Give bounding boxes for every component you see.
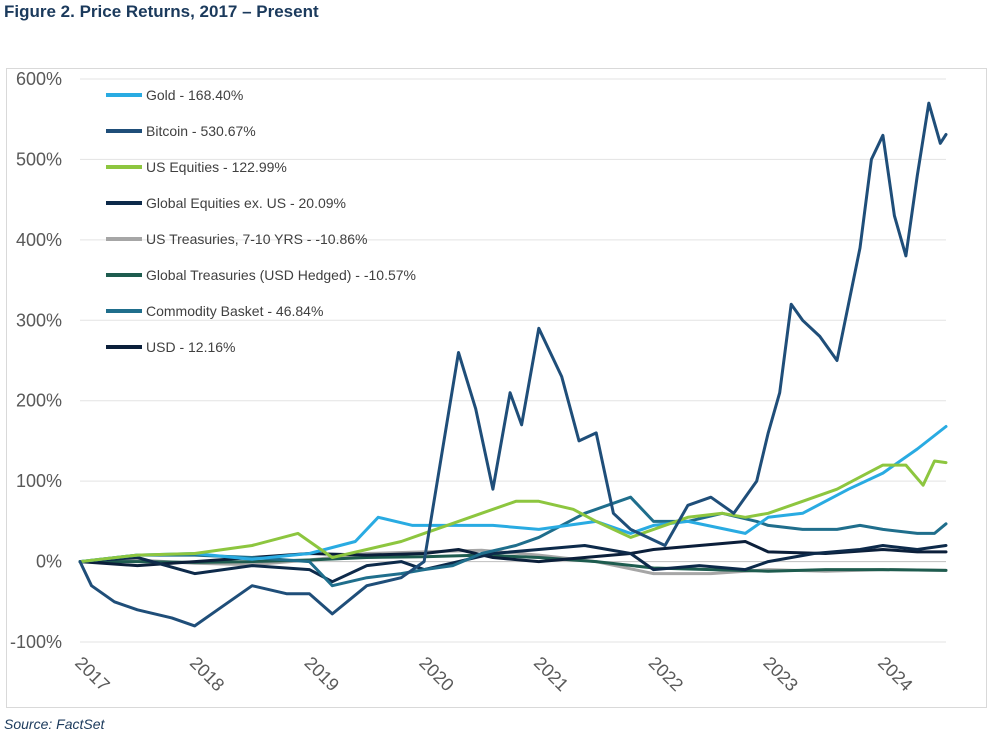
series-line: [78, 544, 948, 584]
y-tick-label: 400%: [16, 230, 62, 250]
y-tick-label: 300%: [16, 310, 62, 330]
y-tick-label: 200%: [16, 391, 62, 411]
series-line: [78, 495, 948, 588]
series-line: [78, 101, 948, 628]
legend-label: Global Treasuries (USD Hedged) - -10.57%: [146, 267, 416, 283]
line-chart: 600% 500% 400% 300% 200% 100% 0% -100% 2017 2018 2…: [10, 69, 948, 695]
legend-label: USD - 12.16%: [146, 339, 235, 355]
x-tick-label: 2023: [759, 653, 801, 695]
legend-label: Gold - 168.40%: [146, 87, 243, 103]
x-tick-label: 2017: [71, 653, 113, 695]
series-line: [78, 553, 948, 573]
x-tick-label: 2021: [530, 653, 572, 695]
y-tick-label: 0%: [36, 552, 62, 572]
x-tick-label: 2020: [415, 653, 457, 695]
y-tick-label: 500%: [16, 149, 62, 169]
legend-label: Commodity Basket - 46.84%: [146, 303, 323, 319]
x-tick-label: 2024: [874, 653, 916, 695]
y-tick-label: 100%: [16, 471, 62, 491]
x-tick-label: 2019: [301, 653, 343, 695]
y-tick-label: -100%: [10, 632, 62, 652]
x-tick-label: 2018: [186, 653, 228, 695]
legend-label: Bitcoin - 530.67%: [146, 123, 256, 139]
source-note: Source: FactSet: [4, 716, 105, 732]
chart-frame: [6, 68, 987, 708]
legend-label: US Equities - 122.99%: [146, 159, 287, 175]
x-tick-label: 2022: [645, 653, 687, 695]
legend-label: Global Equities ex. US - 20.09%: [146, 195, 346, 211]
y-tick-label: 600%: [16, 69, 62, 89]
figure-title: Figure 2. Price Returns, 2017 – Present: [4, 2, 319, 21]
legend-label: US Treasuries, 7-10 YRS - -10.86%: [146, 231, 368, 247]
series-line: [78, 425, 948, 564]
series-line: [78, 459, 948, 564]
